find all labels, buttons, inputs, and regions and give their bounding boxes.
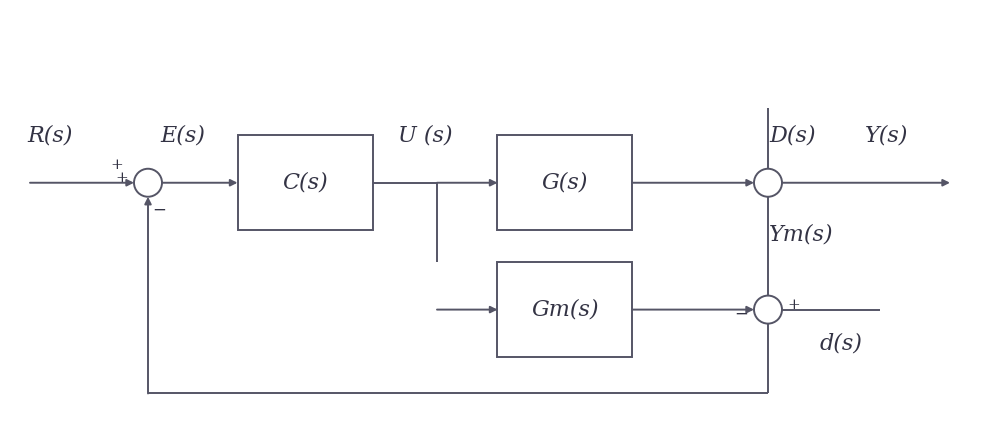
FancyBboxPatch shape [238, 135, 372, 230]
FancyBboxPatch shape [497, 135, 632, 230]
Text: D(s): D(s) [769, 124, 816, 146]
Text: +: + [787, 298, 800, 312]
Ellipse shape [754, 169, 782, 197]
Ellipse shape [134, 169, 162, 197]
Text: Ym(s): Ym(s) [769, 223, 834, 245]
Text: Gm(s): Gm(s) [531, 298, 599, 321]
Text: Y(s): Y(s) [865, 124, 908, 146]
FancyBboxPatch shape [497, 262, 632, 357]
Text: G(s): G(s) [542, 172, 588, 194]
Text: +: + [115, 171, 128, 185]
Text: E(s): E(s) [160, 124, 205, 146]
Text: C(s): C(s) [282, 172, 328, 194]
Text: U (s): U (s) [398, 124, 453, 146]
Ellipse shape [754, 295, 782, 324]
Text: −: − [734, 306, 748, 323]
Text: +: + [111, 158, 123, 172]
Text: d(s): d(s) [820, 333, 863, 355]
Text: −: − [152, 202, 166, 219]
Text: R(s): R(s) [27, 124, 72, 146]
